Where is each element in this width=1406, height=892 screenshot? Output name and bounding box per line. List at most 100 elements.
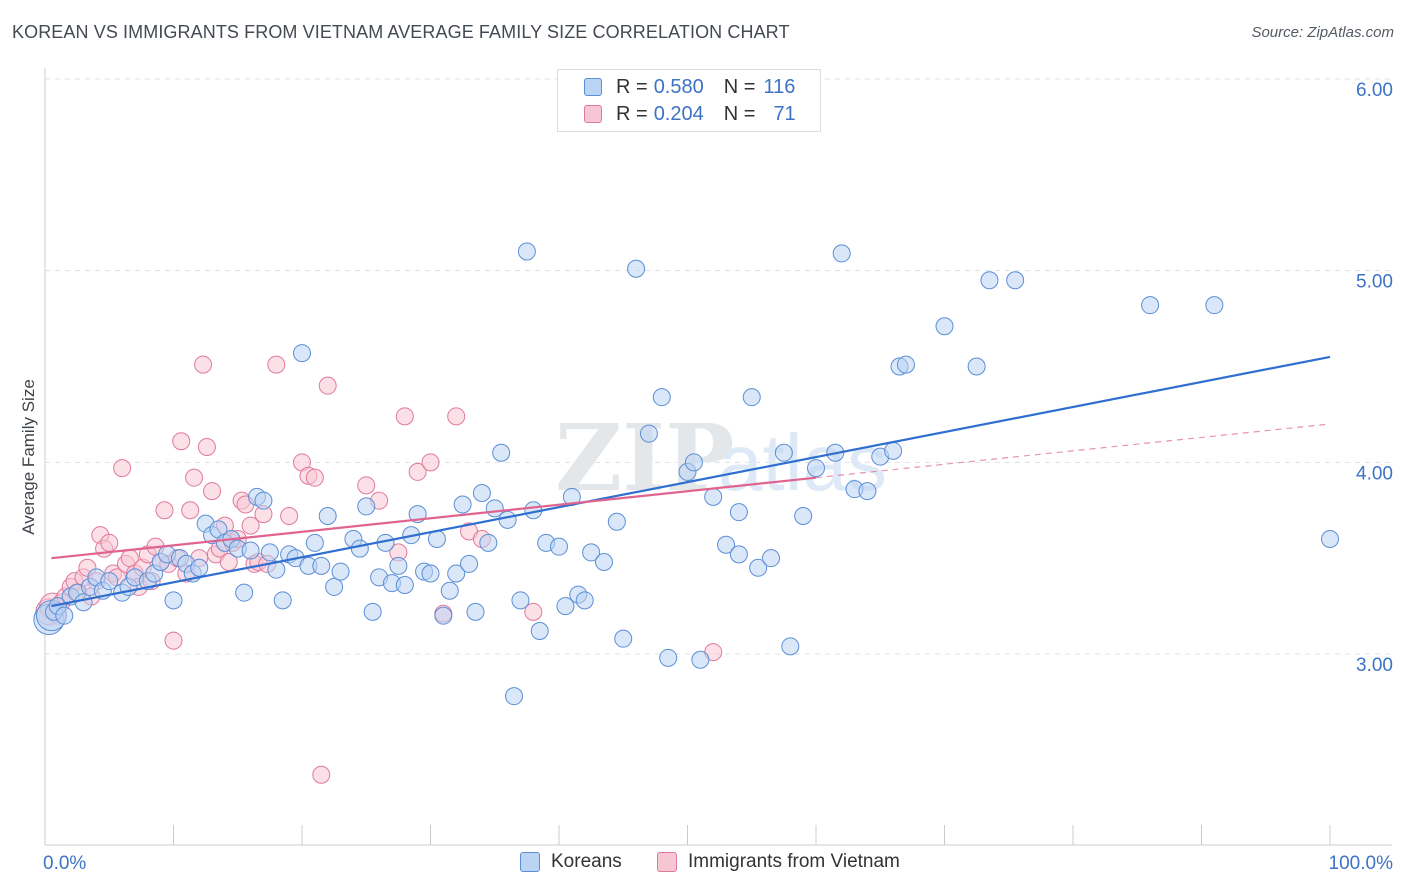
korean-point [74,593,93,612]
legend-n-value: 71 [773,102,796,125]
korean-point [652,388,671,407]
vietnam-point [172,432,191,451]
korean-point [1205,296,1224,315]
bottom-legend-label: Immigrants from Vietnam [688,851,900,872]
korean-point [530,622,549,640]
korean-point [704,487,723,506]
vietnam-point [164,631,183,650]
korean-point [318,507,337,525]
vietnam-point [395,407,414,426]
korean-point [742,388,761,407]
korean-point [241,541,260,560]
korean-point [807,459,825,478]
legend-row-koreans: R = 0.580 N = 116 [584,74,795,100]
legend-r-label: R = [616,75,648,98]
korean-point [517,242,536,261]
korean-point [357,497,376,516]
vietnam-point [267,355,286,374]
korean-point [479,533,498,552]
korean-point [594,553,613,571]
korean-point [749,558,768,577]
vietnam-point [113,459,132,478]
legend-row-vietnam: R = 0.204 N = 71 [584,101,796,127]
korean-point [453,495,472,514]
chart-title: KOREAN VS IMMIGRANTS FROM VIETNAM AVERAG… [12,22,790,42]
korean-point [447,564,466,583]
bottom-swatch-pink [657,852,677,872]
korean-point [575,591,594,610]
korean-point [896,355,915,374]
korean-point [55,606,74,625]
korean-point [190,558,209,577]
bottom-swatch-blue [520,852,540,872]
korean-point [858,482,877,501]
vietnam-point [181,501,200,520]
vietnam-point [318,376,337,395]
trend-lines [51,355,1331,608]
legend-r-value: 0.204 [653,102,704,125]
korean-point [639,424,658,443]
korean-point [1141,296,1160,315]
legend-n-value: 116 [763,75,796,98]
vietnam-point [357,476,376,495]
source-credit: Source: ZipAtlas.com [1251,24,1394,41]
korean-point [254,491,273,510]
vietnam-point [203,482,222,501]
x-tick-label: 100.0% [1329,853,1394,874]
korean-point [684,453,703,472]
korean-point [350,539,369,558]
y-axis-label: Average Family Size [19,379,38,535]
korean-point [235,583,254,602]
korean-point [331,562,350,581]
korean-point [550,537,568,556]
korean-point [794,507,813,525]
vietnam-point [408,462,427,481]
korean-point [325,577,344,596]
legend-r-label: R = [616,102,648,125]
vietnam-point [280,507,299,525]
bottom-legend-label: Koreans [551,851,622,872]
korean-point [395,576,414,594]
correlation-legend: R = 0.580 N = 116 R = 0.204 N = 71 [557,69,821,132]
korean-point [582,543,601,562]
y-tick-label: 3.00 [1356,655,1393,676]
korean-point [421,564,440,583]
korean-point [273,591,292,610]
korean-point [305,533,324,552]
korean-point [659,648,678,667]
vietnam-trend-extension [815,423,1331,479]
korean-points [33,242,1339,706]
korean-point [1006,271,1025,290]
legend-swatch-blue [584,78,602,96]
legend-swatch-pink [584,105,602,123]
korean-point [312,556,331,575]
watermark-zip: ZIP [555,404,734,512]
korean-point [556,597,575,616]
korean-point [389,556,408,575]
vietnam-point [194,355,213,374]
axes [44,68,1392,846]
korean-point [1321,530,1339,548]
legend-n-label: N = [723,102,756,125]
korean-point [691,650,710,669]
korean-point [260,543,279,562]
vietnam-point [197,438,216,456]
vietnam-point [155,501,174,520]
korean-point [466,602,485,621]
vietnam-point [312,765,331,784]
korean-point [440,581,459,600]
y-tick-label: 5.00 [1356,272,1393,293]
korean-point [884,441,903,460]
korean-point [505,687,524,706]
bottom-legend-koreans: Koreans [520,851,622,873]
korean-point [627,259,646,278]
korean-point [100,572,119,591]
korean-point [935,317,954,336]
y-tick-label: 6.00 [1356,80,1393,101]
x-tick-label: 0.0% [43,853,86,874]
vietnam-point [447,407,466,426]
y-tick-label: 4.00 [1356,463,1393,484]
korean-point [832,244,851,263]
korean-point [164,591,183,610]
